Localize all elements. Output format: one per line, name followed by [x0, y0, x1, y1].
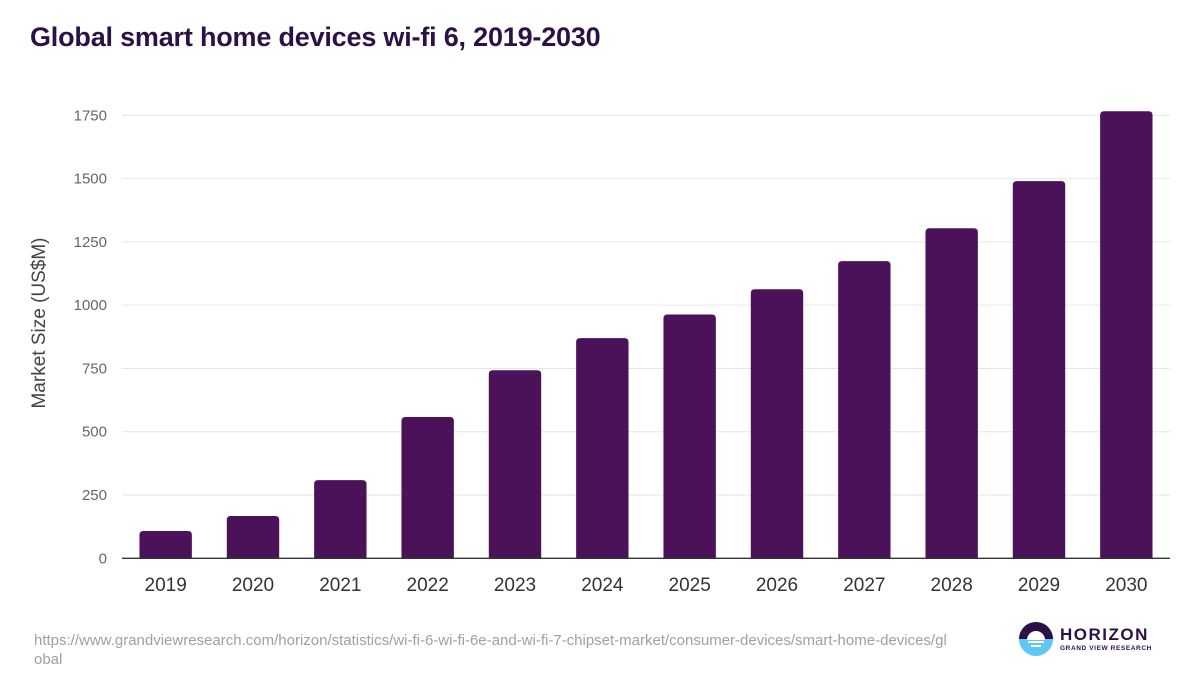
x-tick-label: 2027 [843, 575, 885, 596]
x-axis-ticks: 2019 2020 2021 2022 2023 2024 2025 2026 2027 2028… [145, 575, 1148, 596]
x-tick-label: 2026 [756, 575, 798, 596]
x-tick-label: 2025 [669, 575, 711, 596]
bar-2030[interactable] [1100, 111, 1153, 559]
x-tick-label: 2028 [931, 575, 973, 596]
x-tick-label: 2029 [1018, 575, 1060, 596]
y-tick-label: 500 [82, 424, 107, 441]
bar-2023[interactable] [488, 370, 542, 559]
bar-2028[interactable] [925, 228, 978, 559]
horizon-logo: HORIZON GRAND VIEW RESEARCH [1019, 622, 1159, 658]
horizon-logo-icon [1019, 622, 1053, 656]
y-tick-label: 1250 [74, 234, 107, 251]
bar-2025[interactable] [663, 314, 716, 559]
y-tick-label: 750 [82, 360, 107, 377]
bar-2029[interactable] [1012, 181, 1066, 559]
y-axis-ticks: 0 250 500 750 1000 1250 1500 1750 [74, 107, 107, 567]
logo-subtitle: GRAND VIEW RESEARCH [1060, 645, 1152, 652]
bar-2026[interactable] [750, 289, 804, 559]
bars [139, 111, 1153, 559]
x-tick-label: 2023 [494, 575, 536, 596]
x-tick-label: 2021 [319, 575, 361, 596]
bar-2021[interactable] [314, 480, 367, 559]
y-tick-label: 250 [82, 487, 107, 504]
y-tick-label: 1000 [74, 297, 107, 314]
y-tick-label: 1500 [74, 171, 107, 188]
bar-2019[interactable] [139, 530, 192, 559]
bar-2022[interactable] [401, 417, 454, 559]
bar-2024[interactable] [576, 338, 629, 559]
gridlines [122, 114, 1170, 496]
y-tick-label: 1750 [74, 107, 107, 124]
x-tick-label: 2030 [1105, 575, 1147, 596]
bar-2020[interactable] [226, 516, 280, 559]
x-tick-label: 2024 [581, 575, 624, 596]
x-tick-label: 2019 [145, 575, 187, 596]
source-url[interactable]: https://www.grandviewresearch.com/horizo… [34, 632, 947, 668]
y-tick-label: 0 [99, 550, 107, 567]
chart-title: Global smart home devices wi-fi 6, 2019-… [30, 22, 601, 52]
x-tick-label: 2020 [232, 575, 274, 596]
x-tick-label: 2022 [407, 575, 449, 596]
logo-name: HORIZON [1060, 625, 1149, 644]
bar-2027[interactable] [838, 261, 891, 559]
